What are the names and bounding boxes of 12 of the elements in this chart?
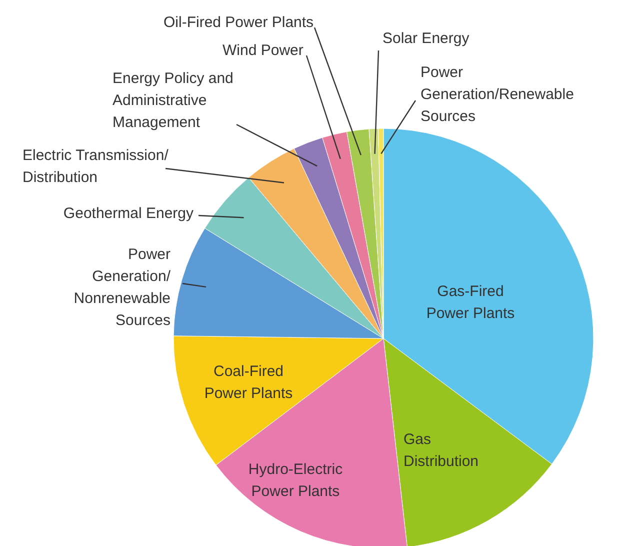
slice-label: Gas Distribution	[404, 430, 479, 470]
slice-label: Geothermal Energy	[63, 205, 194, 222]
slice-label: Power Generation/ Nonrenewable Sources	[74, 246, 172, 330]
slice-label: Coal-Fired Power Plants	[204, 362, 293, 402]
slice-label: Wind Power	[222, 42, 304, 59]
slice-label: Power Generation/Renewable Sources	[420, 64, 574, 126]
slice-label: Gas-Fired Power Plants	[426, 282, 515, 322]
slice-label: Energy Policy and Administrative Management	[112, 70, 234, 132]
slice-label: Solar Energy	[382, 30, 470, 47]
slice-label: Hydro-Electric Power Plants	[248, 460, 344, 500]
slice-label: Oil-Fired Power Plants	[164, 14, 314, 31]
slice-label: Electric Transmission/ Distribution	[22, 146, 170, 186]
